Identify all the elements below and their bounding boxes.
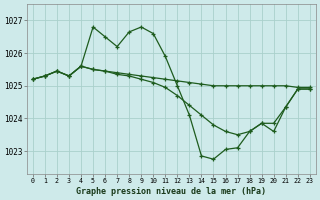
- X-axis label: Graphe pression niveau de la mer (hPa): Graphe pression niveau de la mer (hPa): [76, 187, 266, 196]
